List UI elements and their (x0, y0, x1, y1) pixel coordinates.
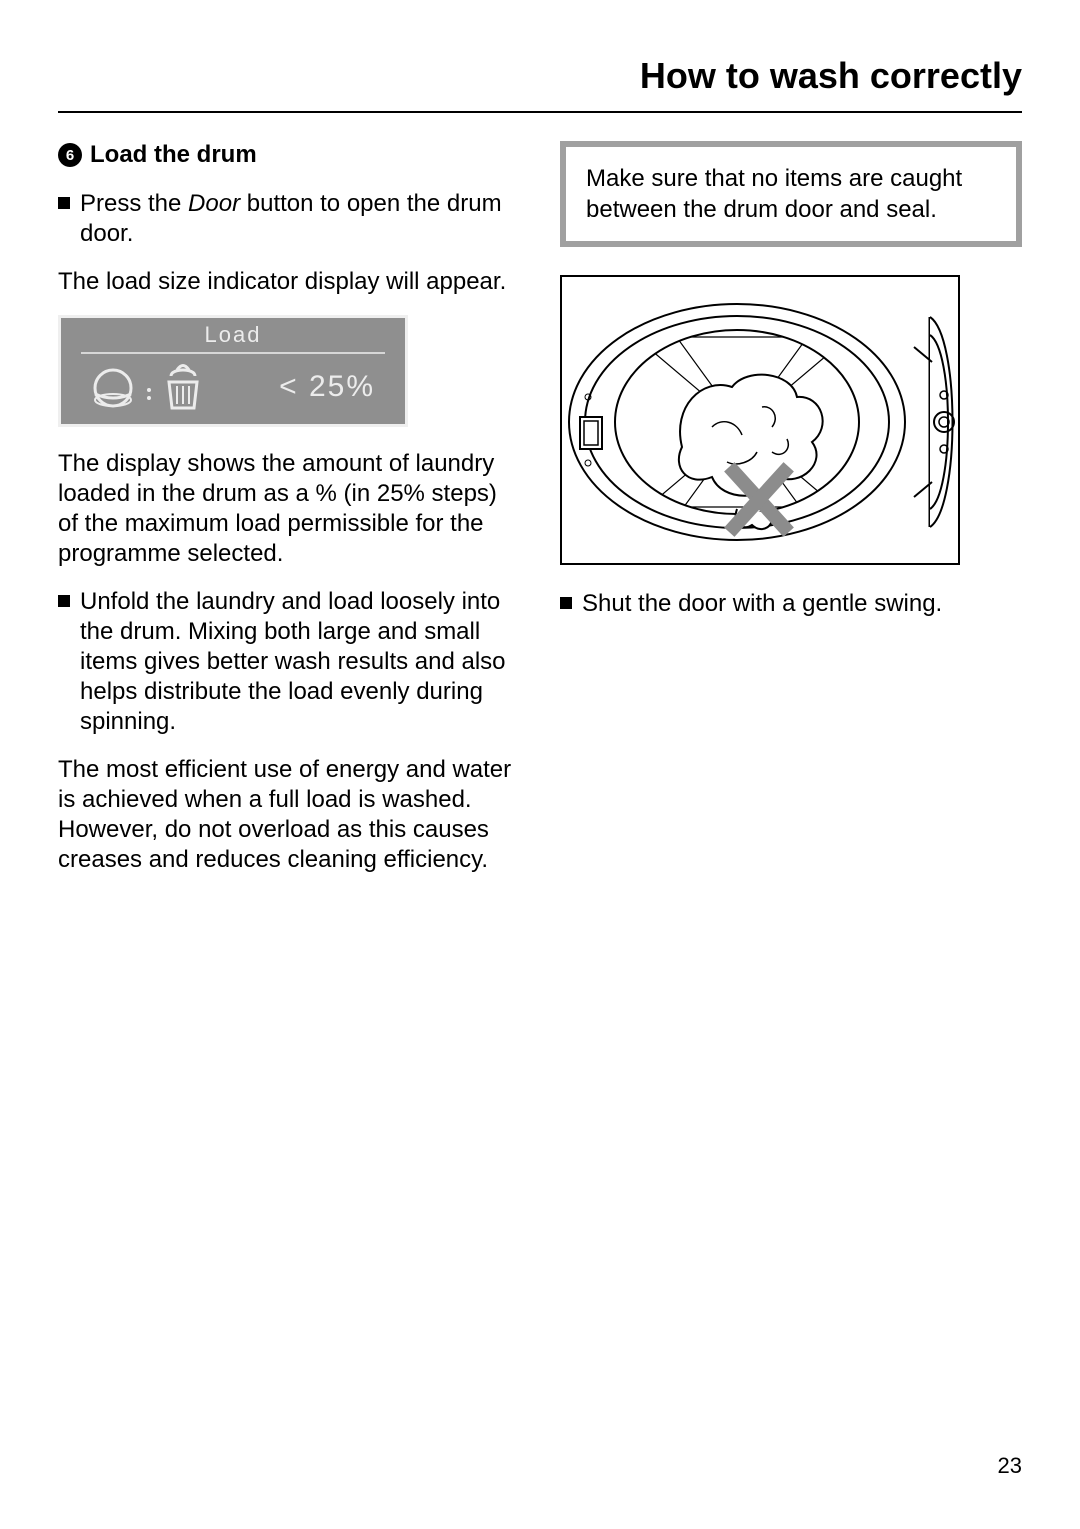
load-display-graphic: Load (58, 315, 408, 427)
step-heading: 6 Load the drum (58, 141, 520, 169)
bullet-square-icon (560, 597, 572, 609)
emphasis-text: Door (188, 190, 240, 217)
right-column: Make sure that no items are caught betwe… (560, 141, 1022, 893)
load-display-body: < 25% (61, 354, 405, 424)
warning-callout: Make sure that no items are caught betwe… (560, 141, 1022, 247)
basket-icon (163, 364, 203, 410)
bullet-text: Unfold the laundry and load loosely into… (80, 587, 520, 737)
two-column-layout: 6 Load the drum Press the Door button to… (58, 141, 1022, 893)
drum-icon (91, 366, 137, 410)
bullet-square-icon (58, 595, 70, 607)
left-column: 6 Load the drum Press the Door button to… (58, 141, 520, 893)
bullet-text: Press the Door button to open the drum d… (80, 189, 520, 249)
drum-svg (562, 277, 960, 565)
paragraph: The display shows the amount of laundry … (58, 449, 520, 569)
bullet-item: Unfold the laundry and load loosely into… (58, 587, 520, 737)
dots-icon (145, 366, 155, 410)
text-fragment: Press the (80, 190, 188, 217)
step-title: Load the drum (90, 141, 257, 169)
load-display-value: < 25% (279, 370, 375, 404)
bullet-square-icon (58, 197, 70, 209)
step-number-badge: 6 (58, 143, 82, 167)
page-title: How to wash correctly (58, 55, 1022, 113)
bullet-item: Press the Door button to open the drum d… (58, 189, 520, 249)
bullet-text: Shut the door with a gentle swing. (582, 589, 942, 619)
paragraph: The most efficient use of energy and wat… (58, 755, 520, 875)
page-number: 23 (998, 1453, 1022, 1479)
load-display-title: Load (61, 318, 405, 352)
drum-door-illustration (560, 275, 960, 565)
load-display-icons (91, 364, 203, 410)
bullet-item: Shut the door with a gentle swing. (560, 589, 1022, 619)
manual-page: How to wash correctly 6 Load the drum Pr… (0, 0, 1080, 1529)
paragraph: The load size indicator display will app… (58, 267, 520, 297)
